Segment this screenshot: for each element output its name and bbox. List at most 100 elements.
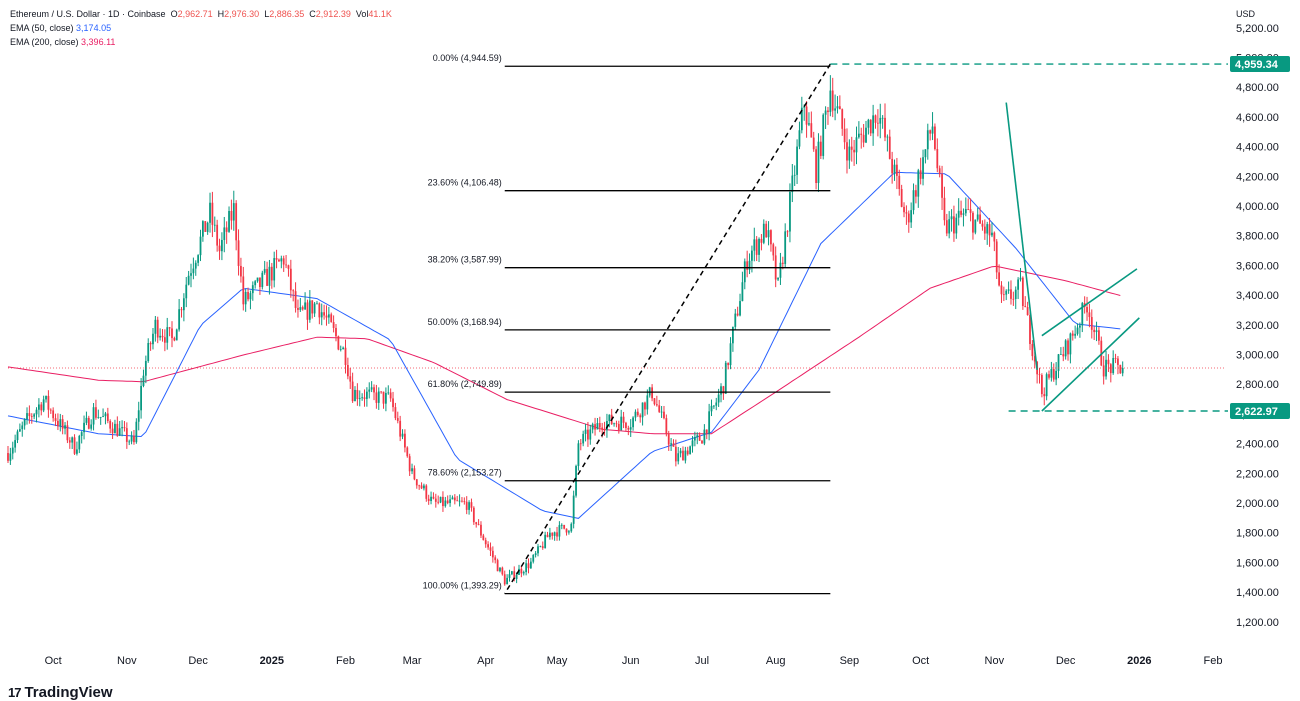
candle-body xyxy=(415,479,418,486)
candle-body xyxy=(793,174,796,176)
y-tick-label: 3,000.00 xyxy=(1236,350,1279,362)
candle-body xyxy=(693,436,696,441)
candle-body xyxy=(843,128,846,143)
candle-body xyxy=(865,127,867,143)
candle-body xyxy=(596,423,599,430)
candle-body xyxy=(1007,289,1010,291)
candle-body xyxy=(679,450,682,454)
candle-body xyxy=(836,106,839,109)
candle-body xyxy=(1093,329,1096,333)
candle-body xyxy=(201,221,204,237)
candle-body xyxy=(496,560,499,572)
candle-body xyxy=(106,413,109,422)
candle-body xyxy=(703,429,706,444)
candle-body xyxy=(420,485,423,489)
candle-body xyxy=(180,309,183,311)
candle-body xyxy=(282,258,285,265)
candle-body xyxy=(907,213,910,223)
legend-ema200-row[interactable]: EMA (200, close) 3,396.11 xyxy=(10,35,392,49)
y-tick-label: 1,600.00 xyxy=(1236,557,1279,569)
y-tick-label: 1,400.00 xyxy=(1236,587,1279,599)
candle-body xyxy=(21,425,24,430)
fibonacci-retracement[interactable]: 0.00% (4,944.59) 23.60% (4,106.48) 38.20% … xyxy=(423,53,831,595)
candle-body xyxy=(33,414,36,417)
candle-body xyxy=(406,447,409,457)
candle-body xyxy=(297,307,299,310)
candle-body xyxy=(337,336,340,350)
candle-body xyxy=(1095,330,1098,333)
candle-body xyxy=(746,261,749,270)
y-tick-label: 4,400.00 xyxy=(1236,142,1279,154)
candle-body xyxy=(465,501,468,510)
legend-ema50-row[interactable]: EMA (50, close) 3,174.05 xyxy=(10,21,392,35)
candle-body xyxy=(938,168,941,174)
candle-body xyxy=(1064,340,1067,357)
candle-body xyxy=(228,210,230,232)
candle-body xyxy=(95,407,97,418)
candle-body xyxy=(1010,289,1012,299)
y-tick-label: 4,600.00 xyxy=(1236,112,1279,124)
candle-body xyxy=(87,417,90,429)
candle-body xyxy=(991,232,993,236)
candle-body xyxy=(520,568,523,574)
candle-body xyxy=(430,496,432,502)
candle-body xyxy=(218,245,221,252)
candle-body xyxy=(819,141,822,156)
x-tick-label: Mar xyxy=(403,655,422,667)
candle-body xyxy=(589,429,592,440)
candle-body xyxy=(45,395,47,400)
candle-body xyxy=(114,423,116,434)
candle-body xyxy=(14,440,17,448)
candle-body xyxy=(1119,364,1122,374)
candle-body xyxy=(28,413,31,417)
high-label: H xyxy=(217,9,225,19)
candle-body xyxy=(1112,358,1115,374)
drawing-lines[interactable] xyxy=(8,63,1228,594)
candle-body xyxy=(541,546,544,548)
candle-body xyxy=(144,360,147,376)
candle-body xyxy=(1021,277,1024,307)
candle-body xyxy=(912,190,915,211)
candle-body xyxy=(979,214,981,224)
fib-level-label: 100.00% (1,393.29) xyxy=(423,581,502,591)
candle-body xyxy=(394,407,397,419)
candle-body xyxy=(458,500,461,502)
candle-body xyxy=(475,522,478,525)
candle-body xyxy=(698,435,701,441)
candle-body xyxy=(800,107,803,131)
candle-body xyxy=(244,291,247,305)
ema200-line-group xyxy=(7,265,1121,435)
candle-body xyxy=(99,416,102,418)
candle-body xyxy=(522,572,525,574)
candle-body xyxy=(796,146,798,175)
candle-body xyxy=(306,302,309,320)
candle-body xyxy=(565,528,568,533)
candle-body xyxy=(1043,394,1046,397)
candle-body xyxy=(850,146,853,150)
candle-body xyxy=(651,387,653,399)
candle-body xyxy=(964,209,967,214)
candle-body xyxy=(636,411,639,416)
candle-body xyxy=(736,313,739,316)
tradingview-footer: 17 TradingView xyxy=(8,684,113,701)
x-tick-label: Feb xyxy=(1204,655,1223,667)
candle-body xyxy=(594,424,596,430)
axes[interactable]: 1,200.00 1,400.00 1,600.00 1,800.00 2,000.00… xyxy=(45,9,1290,667)
candle-body xyxy=(439,496,442,503)
candle-body xyxy=(910,210,913,223)
candle-body xyxy=(1057,354,1060,371)
symbol-title[interactable]: Ethereum / U.S. Dollar · 1D · Coinbase xyxy=(10,9,166,19)
candle-body xyxy=(686,450,689,455)
candle-body xyxy=(325,315,328,318)
candle-body xyxy=(292,290,295,292)
candle-body xyxy=(608,414,611,422)
candle-body xyxy=(1019,277,1022,280)
candle-body xyxy=(632,417,634,428)
candle-body xyxy=(898,175,901,190)
candle-body xyxy=(570,523,573,532)
close-label: C xyxy=(309,9,316,19)
candle-body xyxy=(556,532,558,537)
candle-body xyxy=(1012,298,1015,300)
candle-body xyxy=(242,276,245,305)
